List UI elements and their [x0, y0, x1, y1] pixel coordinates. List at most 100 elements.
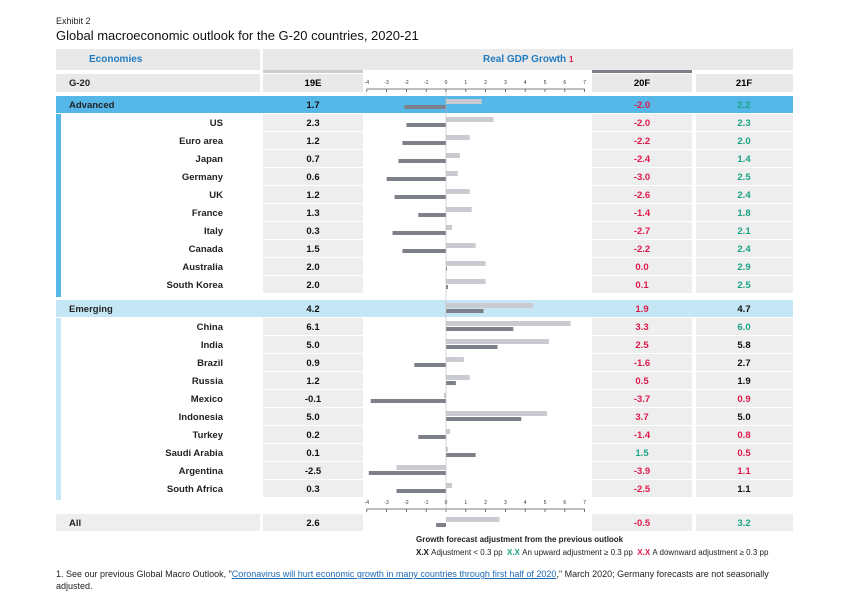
cell-20f-band — [592, 444, 692, 461]
bar-21f-all — [436, 523, 446, 527]
bar-21f-australia — [446, 267, 447, 271]
value-20f-australia: 0.0 — [635, 262, 649, 273]
cell-19e-band — [263, 240, 363, 257]
value-19e-japan: 0.7 — [306, 154, 320, 165]
value-20f-uk: -2.6 — [633, 190, 651, 201]
tick-label-top: 4 — [524, 80, 527, 86]
cell-20f-band — [592, 240, 692, 257]
value-21f-mexico: 0.9 — [737, 394, 751, 405]
bar-20f-brazil — [446, 357, 464, 362]
value-20f-all: -0.5 — [633, 518, 651, 529]
legend-sample-neutral: X.X — [416, 548, 429, 557]
value-21f-us: 2.3 — [737, 118, 751, 129]
value-19e-euro-area: 1.2 — [306, 136, 320, 147]
footnote-link[interactable]: Coronavirus will hurt economic growth in… — [231, 569, 557, 579]
value-21f-indonesia: 5.0 — [737, 412, 751, 423]
value-21f-australia: 2.9 — [737, 262, 751, 273]
col-21f-box — [696, 74, 793, 92]
tick-label-top: 5 — [544, 80, 547, 86]
cell-19e-band — [263, 480, 363, 497]
cell-19e-band — [263, 222, 363, 239]
tick-label-top: -1 — [424, 80, 429, 86]
value-19e-mexico: -0.1 — [304, 394, 322, 405]
tick-label-bottom: 3 — [504, 500, 507, 506]
cell-21f-band — [696, 168, 793, 185]
value-21f-saudi-arabia: 0.5 — [737, 448, 751, 459]
value-21f-italy: 2.1 — [737, 226, 751, 237]
row-label-germany: Germany — [181, 172, 223, 183]
cell-19e-band — [263, 408, 363, 425]
bar-21f-mexico — [370, 399, 446, 403]
bar-21f-indonesia — [446, 417, 522, 421]
bar-20f-all — [446, 517, 500, 522]
value-20f-france: -1.4 — [633, 208, 651, 219]
economies-header: Economies — [89, 54, 143, 65]
row-label-mexico: Mexico — [190, 394, 223, 405]
g20-header-box — [56, 74, 260, 92]
bar-20f-italy — [446, 225, 452, 230]
bar-20f-south-korea — [446, 279, 486, 284]
tick-label-top: 3 — [504, 80, 507, 86]
tick-label-bottom: 7 — [583, 500, 586, 506]
emerging-band — [56, 300, 793, 317]
legend-sample-down: X.X — [637, 548, 651, 557]
tick-label-top: 2 — [484, 80, 487, 86]
value-20f-euro-area: -2.2 — [633, 136, 651, 147]
bar-21f-uk — [394, 195, 446, 199]
value-19e-china: 6.1 — [306, 322, 320, 333]
cell-21f-band — [696, 186, 793, 203]
value-20f-us: -2.0 — [633, 118, 651, 129]
bar-21f-india — [446, 345, 498, 349]
g20-label: G-20 — [69, 78, 91, 89]
advanced-accent-bar — [56, 114, 61, 297]
row-label-brazil: Brazil — [197, 358, 223, 369]
row-label-turkey: Turkey — [192, 430, 223, 441]
cell-19e-band — [263, 318, 363, 335]
value-20f-japan: -2.4 — [633, 154, 651, 165]
col-21f-header: 21F — [735, 78, 753, 89]
cell-20f-band — [592, 258, 692, 275]
cell-20f-band — [592, 336, 692, 353]
bar-20f-turkey — [446, 429, 450, 434]
value-20f-advanced: -2.0 — [633, 100, 651, 111]
legend-label-neutral: Adjustment < 0.3 pp — [431, 548, 503, 557]
cell-20f-band — [592, 132, 692, 149]
cell-20f-band — [592, 222, 692, 239]
page-title: Global macroeconomic outlook for the G-2… — [56, 28, 419, 43]
footnote: 1. See our previous Global Macro Outlook… — [56, 568, 786, 592]
value-21f-germany: 2.5 — [737, 172, 751, 183]
bar-21f-russia — [446, 381, 456, 385]
bar-21f-canada — [402, 249, 446, 253]
bar-20f-saudi-arabia — [446, 447, 448, 452]
col-19e-box — [263, 74, 363, 92]
value-21f-japan: 1.4 — [737, 154, 751, 165]
row-label-emerging: Emerging — [69, 304, 113, 315]
gdp-header-box — [263, 49, 793, 70]
tick-label-top: -4 — [365, 80, 370, 86]
value-19e-advanced: 1.7 — [306, 100, 320, 111]
bar-20f-advanced — [446, 99, 482, 104]
all-band-21f — [696, 514, 793, 531]
all-band-left — [56, 514, 260, 531]
cell-21f-band — [696, 318, 793, 335]
value-20f-china: 3.3 — [635, 322, 649, 333]
cell-21f-band — [696, 150, 793, 167]
value-21f-argentina: 1.1 — [737, 466, 751, 477]
economies-header-box — [56, 49, 260, 70]
cell-20f-band — [592, 186, 692, 203]
bar-20f-south-africa — [446, 483, 452, 488]
cell-20f-band — [592, 426, 692, 443]
tick-label-bottom: -4 — [365, 500, 370, 506]
value-20f-indonesia: 3.7 — [635, 412, 649, 423]
all-band-19e — [263, 514, 363, 531]
row-label-south-korea: South Korea — [166, 280, 223, 291]
value-19e-saudi-arabia: 0.1 — [306, 448, 320, 459]
advanced-band — [56, 96, 793, 113]
bar-20f-us — [446, 117, 494, 122]
value-21f-uk: 2.4 — [737, 190, 751, 201]
legend-label-up: An upward adjustment ≥ 0.3 pp — [522, 548, 633, 557]
value-21f-euro-area: 2.0 — [737, 136, 751, 147]
tick-label-bottom: -3 — [384, 500, 389, 506]
bar-20f-indonesia — [446, 411, 547, 416]
cell-20f-band — [592, 276, 692, 293]
